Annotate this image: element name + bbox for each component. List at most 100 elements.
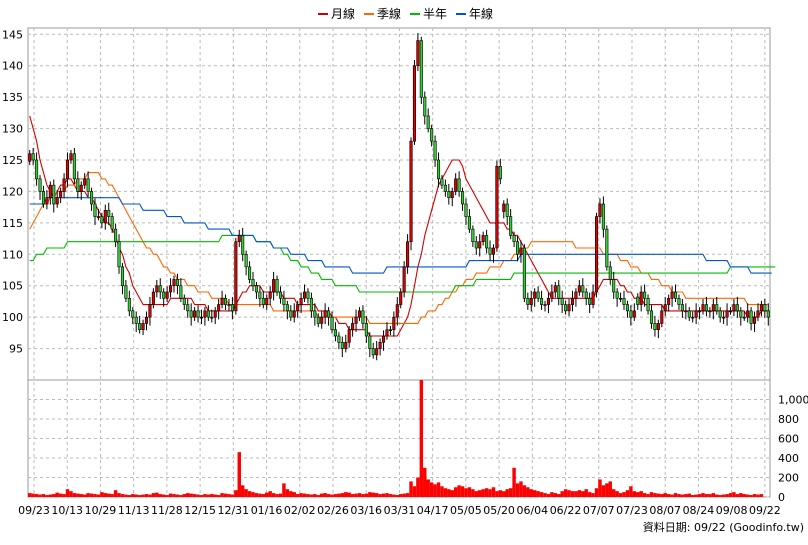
- price-tick-8: 135: [2, 91, 23, 104]
- volume-bar: [41, 494, 46, 497]
- volume-bar: [52, 494, 56, 497]
- price-tick-6: 125: [2, 154, 23, 167]
- legend: 月線 季線 半年 年線: [318, 6, 493, 21]
- volume-bar: [739, 493, 743, 497]
- candle-down: [735, 304, 739, 312]
- candle-up: [519, 247, 523, 255]
- candle-up: [533, 291, 537, 299]
- candle-up: [670, 291, 674, 299]
- volume-bar: [663, 493, 667, 497]
- candle-down: [110, 216, 114, 230]
- candle-up: [265, 297, 269, 305]
- date-tick-16: 06/22: [550, 504, 582, 517]
- volume-bar: [82, 494, 87, 497]
- candle-down: [158, 285, 162, 293]
- volume-bar: [601, 485, 606, 497]
- candle-down: [540, 297, 544, 305]
- volume-bar: [223, 493, 228, 497]
- candle-up: [344, 341, 348, 349]
- candle-down: [423, 96, 427, 117]
- volume-bar: [484, 488, 489, 497]
- volume-bar: [543, 493, 547, 497]
- volume-bar: [436, 482, 441, 497]
- volume-bar: [220, 493, 224, 497]
- date-tick-8: 02/02: [284, 504, 316, 517]
- candle-down: [763, 304, 767, 312]
- candle-down: [189, 310, 193, 318]
- volume-bar: [62, 494, 66, 497]
- date-tick-9: 02/26: [317, 504, 349, 517]
- volume-bar: [704, 494, 709, 497]
- date-tick-4: 11/28: [151, 504, 183, 517]
- candle-up: [48, 184, 52, 199]
- candle-down: [673, 291, 678, 299]
- date-tick-18: 07/23: [616, 504, 648, 517]
- volume-bar: [282, 483, 286, 497]
- volume-bar: [179, 495, 183, 497]
- candle-down: [278, 291, 283, 299]
- volume-bar: [247, 491, 252, 497]
- volume-bar: [488, 489, 492, 497]
- candle-down: [72, 153, 76, 180]
- volume-bar: [598, 479, 602, 497]
- candle-down: [704, 304, 708, 312]
- candle-down: [76, 178, 80, 192]
- candle-up: [351, 323, 355, 331]
- candle-down: [35, 159, 39, 180]
- candle-up: [553, 285, 557, 293]
- candle-down: [715, 304, 719, 312]
- volume-bar: [694, 494, 698, 497]
- volume-bar: [120, 494, 125, 497]
- candle-down: [134, 316, 138, 324]
- candle-down: [337, 335, 341, 343]
- candle-up: [753, 316, 757, 324]
- volume-bar: [199, 495, 204, 497]
- candle-down: [615, 291, 619, 299]
- candle-up: [691, 316, 695, 319]
- candle-down: [625, 304, 629, 312]
- volume-bar: [749, 495, 753, 497]
- axes: 95 100 105 110 115 120 125 130 135 140 145 0 200 400 6…: [2, 28, 808, 517]
- volume-bar: [467, 487, 472, 497]
- volume-bar: [742, 494, 746, 497]
- ma-line-ma_year: [29, 197, 772, 274]
- volume-bar: [419, 380, 424, 497]
- candle-down: [327, 310, 331, 318]
- legend-label-3: 年線: [469, 6, 493, 21]
- candle-up: [667, 297, 671, 305]
- volume-bar: [622, 492, 626, 497]
- volume-bar: [158, 494, 162, 497]
- volume-bar: [690, 495, 695, 497]
- candle-down: [622, 297, 626, 305]
- volume-bar: [392, 494, 396, 497]
- candle-down: [364, 323, 368, 337]
- volume-bar: [718, 495, 722, 497]
- volume-bar: [330, 494, 334, 497]
- volume-tick-0: 0: [778, 491, 785, 504]
- candle-down: [179, 285, 183, 299]
- volume-bar: [402, 493, 406, 497]
- candle-down: [457, 178, 461, 192]
- volume-bar: [725, 494, 729, 497]
- volume-bar: [216, 495, 221, 497]
- volume-bar: [608, 481, 612, 497]
- volume-bar: [745, 494, 750, 497]
- candle-up: [65, 159, 70, 180]
- candle-down: [509, 216, 513, 236]
- candle-down: [464, 203, 468, 217]
- candle-down: [467, 216, 471, 230]
- candle-down: [643, 291, 647, 299]
- volume-bar: [117, 493, 121, 497]
- volume-bar: [148, 494, 152, 497]
- candle-up: [217, 304, 221, 312]
- volume-bar: [289, 491, 293, 497]
- candle-down: [368, 335, 372, 349]
- volume-bar: [155, 492, 159, 497]
- candle-up: [454, 178, 458, 192]
- candle-down: [536, 291, 540, 299]
- volume-bar: [316, 495, 320, 497]
- volume-bar: [708, 494, 712, 497]
- candle-down: [196, 310, 200, 318]
- candle-down: [41, 191, 45, 205]
- volume-bar: [680, 494, 685, 497]
